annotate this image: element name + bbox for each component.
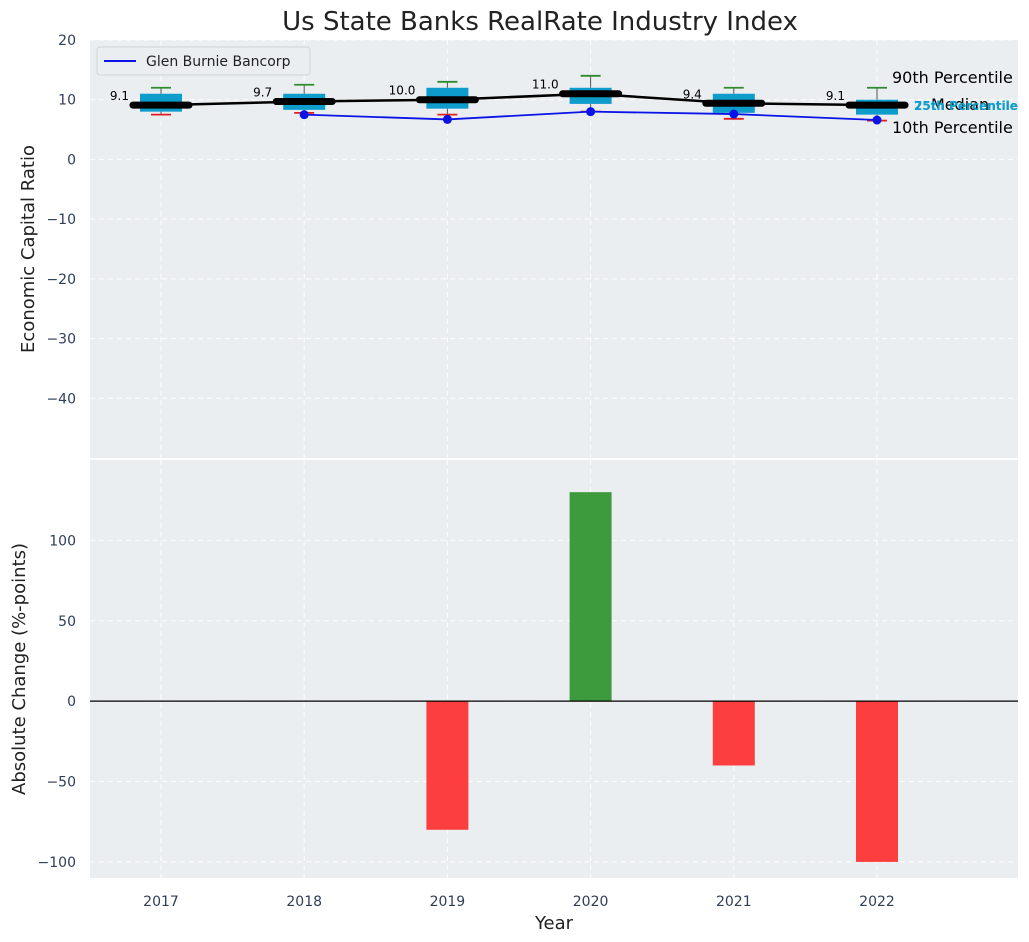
median-line-group [129,90,909,109]
legend-entry-label: Glen Burnie Bancorp [146,54,291,70]
top-ytick-label: −30 [46,332,76,348]
median-value-label: 10.0 [389,84,416,98]
company-series-group [299,107,882,125]
bar-group [426,492,898,862]
p10-annotation: 10th Percentile [892,118,1013,137]
bottom-y-ticks: 100 50 0 −50 −100 [38,533,76,871]
top-ytick-label: 10 [58,93,76,109]
x-tick-label: 2021 [716,894,752,910]
top-grid [90,39,1018,458]
x-ticks: 2017 2018 2019 2020 2021 2022 [143,894,895,910]
company-point [729,109,739,119]
p25-annotation: 25th Percentile [914,99,1018,113]
legend-box [96,46,311,76]
median-labels-group: 9.1 9.7 10.0 11.0 9.4 9.1 [110,78,845,103]
bottom-ytick-label: −50 [46,775,76,791]
legend: Glen Burnie Bancorp [96,46,311,76]
top-y-axis-label: Economic Capital Ratio [18,145,39,353]
median-value-label: 11.0 [532,78,559,92]
x-tick-label: 2020 [573,894,609,910]
bottom-ytick-label: −100 [38,855,76,871]
company-point [299,110,309,120]
x-tick-label: 2018 [286,894,322,910]
bottom-ytick-label: 0 [67,694,76,710]
change-bar [426,701,469,830]
median-value-label: 9.4 [683,87,702,101]
top-ytick-label: −10 [46,212,76,228]
bottom-ytick-label: 50 [58,614,76,630]
bottom-y-axis-label: Absolute Change (%-points) [9,543,30,795]
p90-annotation: 90th Percentile [892,68,1013,87]
x-tick-label: 2019 [430,894,466,910]
change-bar [712,701,755,766]
top-y-ticks: 20 10 0 −10 −20 −30 −40 [46,33,76,407]
chart-title: Us State Banks RealRate Industry Index [282,7,798,37]
company-point [872,115,882,125]
company-point [586,107,596,117]
change-bar [856,701,898,862]
x-tick-label: 2022 [859,894,895,910]
bottom-ytick-label: 100 [49,533,76,549]
median-annotation: Median [931,95,989,114]
bottom-grid [90,460,1018,878]
company-point [442,114,452,124]
top-ytick-label: 0 [67,152,76,168]
top-ytick-label: −40 [46,391,76,407]
x-axis-label: Year [534,913,574,934]
x-tick-label: 2017 [143,894,179,910]
median-value-label: 9.1 [826,89,845,103]
change-bar [569,492,612,702]
percentile-annotations: 90th Percentile Median 25th Percentile 7… [892,68,1018,137]
median-value-label: 9.1 [110,89,129,103]
top-ytick-label: 20 [58,33,76,49]
median-value-label: 9.7 [253,86,272,100]
top-ytick-label: −20 [46,272,76,288]
p75-annotation: 75th Percentile [914,99,1018,113]
